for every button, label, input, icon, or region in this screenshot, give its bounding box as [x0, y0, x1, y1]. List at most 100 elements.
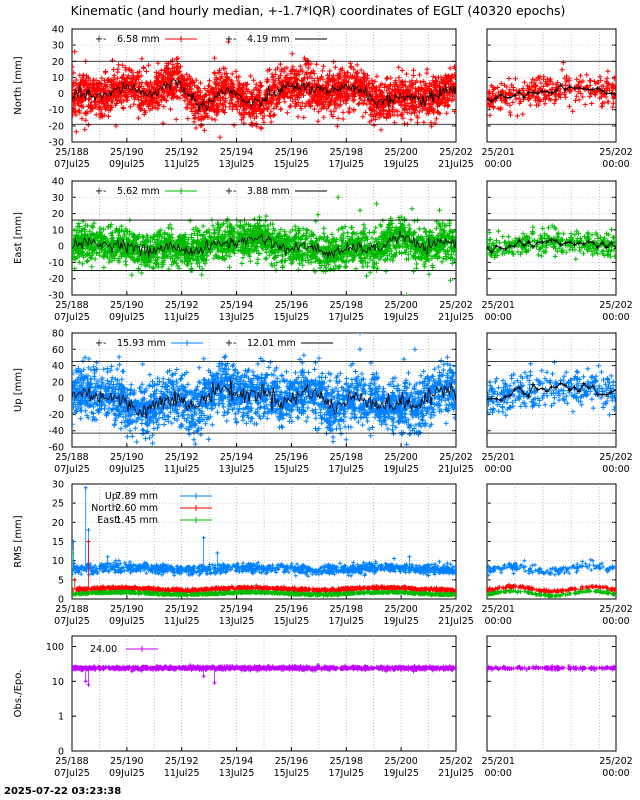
- north-xtick-label: 25/202: [439, 147, 472, 158]
- east-legend-marker: [178, 188, 184, 194]
- north-xtick-date: 07Jul25: [54, 159, 90, 170]
- north-xtick-label: 25/188: [55, 147, 88, 158]
- north-legend-text: 6.58 mm: [117, 34, 160, 45]
- up-xtick-date: 11Jul25: [164, 464, 200, 475]
- rms-xtick-date: 13Jul25: [219, 616, 255, 627]
- north-legend-symbol: +-: [95, 34, 106, 45]
- up-legend-text: 12.01 mm: [247, 338, 296, 349]
- east-legend-symbol: +-: [225, 186, 236, 197]
- obs-spike-marker: [212, 680, 217, 685]
- up-ytick-label: 0: [58, 394, 64, 405]
- up-legend-text: 15.93 mm: [117, 338, 166, 349]
- obs-ytick-label: 10: [52, 677, 64, 688]
- north-xtick-date: 21Jul25: [438, 159, 474, 170]
- north-xtick-date: 11Jul25: [164, 159, 200, 170]
- obs-xtick-date: 21Jul25: [438, 768, 474, 779]
- east-ytick-label: 30: [52, 193, 64, 204]
- east-xtick-date: 17Jul25: [328, 312, 364, 323]
- up-xtick-date: 09Jul25: [109, 464, 145, 475]
- north-ytick-label: -30: [48, 138, 64, 149]
- east-ylabel: East [mm]: [13, 212, 24, 264]
- obs-scatter-zoom: [487, 664, 616, 672]
- east-xtick-label: 25/200: [384, 300, 417, 311]
- rms-ytick-label: 25: [52, 499, 64, 510]
- up-xtick-label: 25/192: [165, 452, 198, 463]
- rms-scatter-zoom-up: [487, 557, 616, 578]
- east-zoom-tick-label: 25/201: [482, 300, 515, 311]
- up-ytick-label: -60: [48, 443, 64, 454]
- up-ytick-label: 40: [52, 361, 64, 372]
- north-xtick-date: 19Jul25: [383, 159, 419, 170]
- rms-ytick-label: 20: [52, 518, 64, 529]
- east-zoom-tick-label: 25/202: [599, 300, 632, 311]
- north-ylabel: North [mm]: [13, 56, 24, 115]
- up-xtick-date: 07Jul25: [54, 464, 90, 475]
- up-xtick-date: 15Jul25: [274, 464, 310, 475]
- north-zoom-frame: [486, 28, 617, 143]
- rms-xtick-date: 19Jul25: [383, 616, 419, 627]
- north-legend: +- 6.58 mm +- 4.19 mm: [95, 34, 327, 45]
- north-xtick-date: 13Jul25: [219, 159, 255, 170]
- east-zoom-tick-time: 00:00: [602, 312, 629, 323]
- east-legend-text: 5.62 mm: [117, 186, 160, 197]
- up-legend-symbol: +-: [225, 338, 236, 349]
- north-xtick-label: 25/194: [220, 147, 253, 158]
- rms-zoom-tick-label: 25/202: [599, 604, 632, 615]
- rms-spike-marker: [407, 554, 412, 559]
- rms-main-data: [72, 485, 456, 598]
- east-ytick-label: 10: [52, 225, 64, 236]
- rms-zoom-data: [487, 557, 616, 599]
- rms-legend-marker: [193, 517, 199, 523]
- north-zoom-data: [487, 60, 616, 119]
- up-legend: +- 15.93 mm +- 12.01 mm: [95, 338, 333, 349]
- east-ytick-label: -10: [48, 258, 64, 269]
- chart-title: Kinematic (and hourly median, +-1.7*IQR)…: [71, 3, 566, 18]
- up-legend-symbol: +-: [95, 338, 106, 349]
- rms-xtick-label: 25/200: [384, 604, 417, 615]
- rms-zoom-tick-label: 25/201: [482, 604, 515, 615]
- rms-ytick-label: 0: [58, 595, 64, 606]
- up-zoom-tick-label: 25/201: [482, 452, 515, 463]
- east-scatter-zoom: [487, 223, 616, 262]
- east-xtick-label: 25/192: [165, 300, 198, 311]
- obs-xtick-date: 15Jul25: [274, 768, 310, 779]
- north-xtick-label: 25/192: [165, 147, 198, 158]
- north-median-zoom-markers: [487, 82, 616, 103]
- east-xtick-date: 09Jul25: [109, 312, 145, 323]
- obs-ytick-label: 0: [58, 747, 64, 758]
- north-legend-text: 4.19 mm: [247, 34, 290, 45]
- rms-ytick-label: 5: [58, 575, 64, 586]
- north-xtick-date: 09Jul25: [109, 159, 145, 170]
- rms-spike-marker: [86, 528, 91, 532]
- north-legend-marker: [178, 36, 184, 42]
- rms-scatter-north: [72, 583, 456, 595]
- obs-zoom-tick-time: 00:00: [485, 768, 512, 779]
- east-xtick-label: 25/202: [439, 300, 472, 311]
- obs-xtick-label: 25/188: [55, 756, 88, 767]
- east-ytick-label: 20: [52, 209, 64, 220]
- obs-xtick-date: 17Jul25: [328, 768, 364, 779]
- obs-xtick-label: 25/200: [384, 756, 417, 767]
- north-median-line: [72, 78, 456, 112]
- north-xtick-date: 17Jul25: [328, 159, 364, 170]
- rms-legend-text: 2.60 mm: [115, 503, 158, 514]
- up-xtick-label: 25/194: [220, 452, 253, 463]
- rms-spike-marker: [105, 554, 110, 559]
- rms-legend-name: Up:: [105, 491, 121, 502]
- up-zoom-tick-label: 25/202: [599, 452, 632, 463]
- obs-zoom-tick-label: 25/202: [599, 756, 632, 767]
- north-zoom-tick-label: 25/201: [482, 147, 515, 158]
- north-xtick-label: 25/196: [275, 147, 308, 158]
- north-ytick-label: -20: [48, 121, 64, 132]
- rms-spike-marker: [83, 485, 88, 490]
- up-xtick-date: 17Jul25: [328, 464, 364, 475]
- up-xtick-date: 19Jul25: [383, 464, 419, 475]
- up-xtick-label: 25/202: [439, 452, 472, 463]
- rms-xtick-date: 09Jul25: [109, 616, 145, 627]
- north-zoom-tick-label: 25/202: [599, 147, 632, 158]
- obs-xtick-date: 13Jul25: [219, 768, 255, 779]
